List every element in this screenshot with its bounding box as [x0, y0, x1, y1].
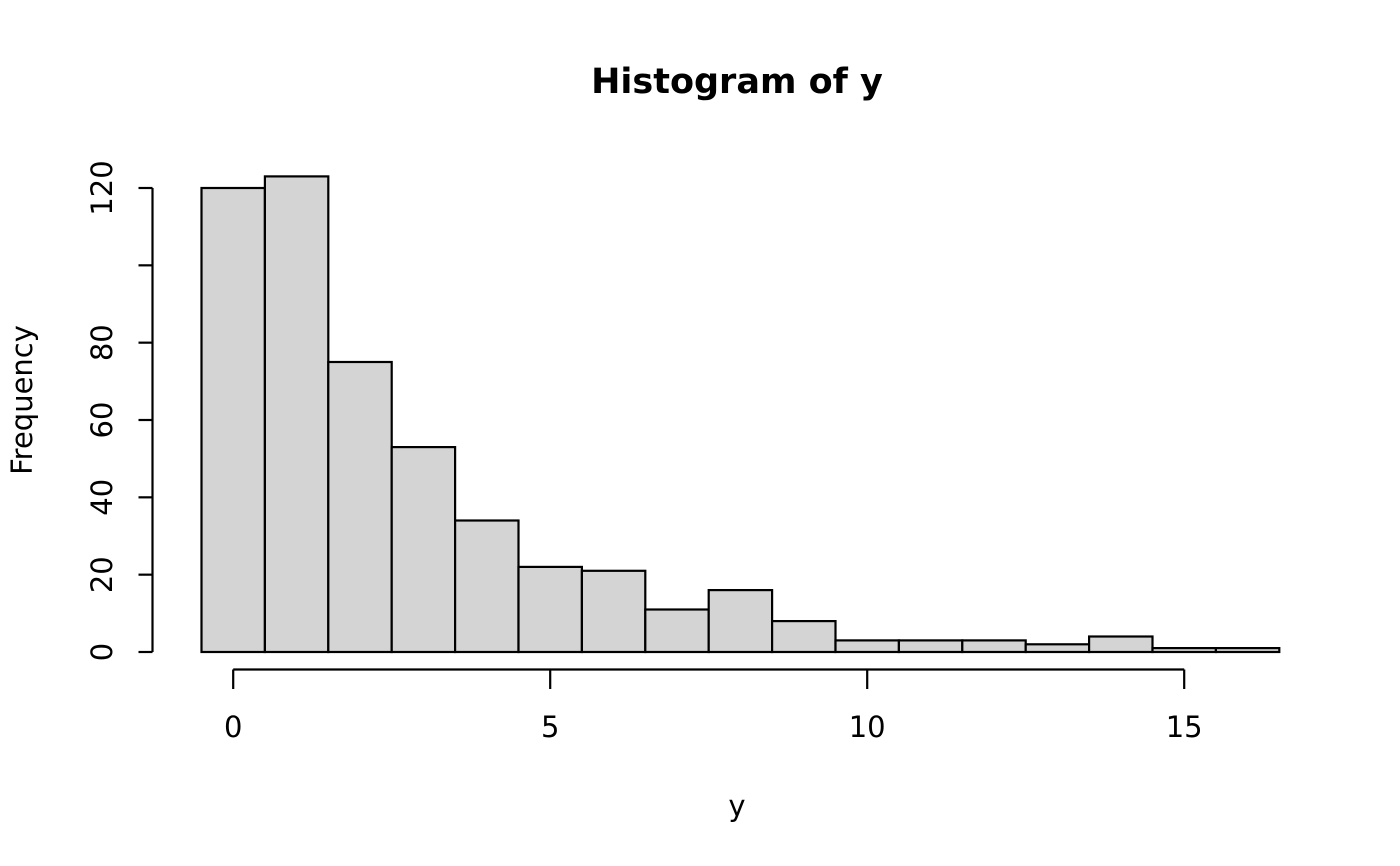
histogram-bar	[644, 608, 710, 654]
histogram-bar	[1087, 635, 1154, 654]
histogram-bar	[897, 639, 964, 654]
x-axis: 0 5 10 15	[224, 668, 1203, 744]
y-axis-tick-label: 20	[85, 556, 119, 593]
x-axis-tick-label: 10	[849, 710, 886, 744]
histogram-bar	[263, 175, 330, 654]
y-axis: 0 20 40 60 80 120	[85, 160, 154, 661]
histogram-bars	[200, 175, 1281, 654]
y-axis-label: Frequency	[5, 325, 39, 475]
histogram-bar	[1151, 646, 1218, 654]
histogram-bar	[327, 360, 393, 654]
y-axis-tick-label: 0	[85, 643, 119, 661]
histogram-bar	[517, 565, 584, 654]
y-axis-tick-label: 60	[85, 402, 119, 439]
y-axis-tick-label: 40	[85, 479, 119, 516]
histogram-bar	[1214, 646, 1281, 654]
histogram-bar	[580, 569, 647, 654]
x-axis-tick-label: 15	[1166, 710, 1203, 744]
histogram-bar	[200, 186, 267, 654]
histogram-bar	[961, 639, 1027, 654]
chart-title: Histogram of y	[591, 62, 883, 102]
histogram-bar	[834, 639, 901, 654]
histogram-bar	[454, 519, 520, 654]
y-axis-tick-label: 120	[85, 160, 119, 215]
y-axis-tick-label: 80	[85, 324, 119, 361]
histogram-bar	[1024, 643, 1091, 654]
x-axis-tick-label: 0	[224, 710, 242, 744]
histogram-bar	[770, 619, 837, 654]
x-axis-tick-label: 5	[541, 710, 559, 744]
x-axis-label: y	[728, 789, 745, 823]
histogram-bar	[390, 446, 457, 654]
histogram-bar	[707, 588, 774, 654]
